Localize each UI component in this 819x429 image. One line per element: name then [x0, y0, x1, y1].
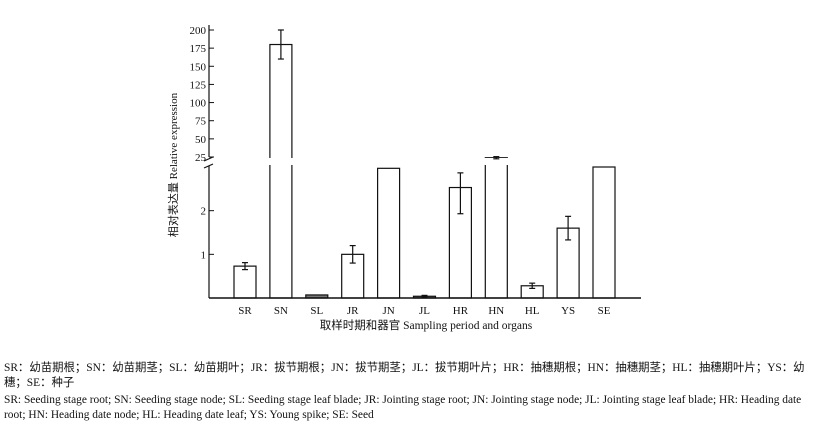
caption-chinese: SR：幼苗期根；SN：幼苗期茎；SL：幼苗期叶；JR：拔节期根；JN：拔节期茎；…: [4, 362, 805, 389]
bars-layer: [233, 29, 616, 299]
error-bar-hn: [493, 156, 500, 160]
x-tick-label-hr: HR: [453, 305, 469, 317]
bar-se: [592, 166, 616, 299]
x-tick-label-jl: JL: [419, 305, 430, 317]
error-bar-sn: [277, 29, 284, 60]
error-bar-hl: [529, 282, 536, 289]
error-bar-ys: [565, 215, 572, 241]
y-tick-label-125: 125: [190, 79, 207, 91]
axis-break-mark-lower: [203, 163, 214, 169]
bar-break-gap-hn: [484, 158, 509, 165]
x-tick-label-hl: HL: [525, 305, 540, 317]
caption-english: SR: Seeding stage root; SN: Seeding stag…: [4, 394, 802, 421]
labels-layer: SR SN SL JR JN JL HR HN HL YS SE 25 50 75 100 125 150 175…: [190, 25, 611, 317]
bar-sr: [233, 265, 257, 299]
x-tick-label-ys: YS: [561, 305, 575, 317]
bar-chart: SR SN SL JR JN JL HR HN HL YS SE 25 50 75 100 125 150 175…: [166, 25, 641, 332]
x-tick-label-jn: JN: [382, 305, 394, 317]
bar-hn: [484, 157, 508, 299]
axis-break-mark-upper: [203, 156, 214, 162]
y-tick-label-200: 200: [190, 25, 207, 37]
y-tick-label-100: 100: [190, 98, 207, 110]
y-tick-label-75: 75: [195, 116, 207, 128]
x-tick-label-jr: JR: [347, 305, 359, 317]
y-tick-label-175: 175: [190, 43, 207, 55]
x-tick-label-sl: SL: [310, 305, 323, 317]
x-tick-label-hn: HN: [488, 305, 504, 317]
error-bar-hr: [457, 172, 464, 215]
bar-break-gap-sn: [268, 158, 293, 165]
error-bar-jl: [421, 294, 428, 298]
y-tick-label-25: 25: [195, 152, 207, 164]
error-bar-sr: [242, 262, 248, 271]
y-axis-label: 相对表达量 Relative expression: [166, 92, 180, 237]
bar-jn: [377, 167, 401, 299]
x-tick-label-sn: SN: [274, 305, 288, 317]
axis-layer: [203, 25, 641, 299]
y-tick-label-50: 50: [195, 134, 207, 146]
y-tick-label-1: 1: [201, 249, 207, 261]
y-tick-label-2: 2: [201, 206, 207, 218]
y-tick-label-150: 150: [190, 61, 207, 73]
x-tick-label-se: SE: [598, 305, 611, 317]
x-tick-label-sr: SR: [238, 305, 252, 317]
error-bar-jr: [349, 245, 356, 264]
bar-sn: [269, 43, 293, 299]
x-axis-label: 取样时期和器官 Sampling period and organs: [320, 318, 533, 332]
